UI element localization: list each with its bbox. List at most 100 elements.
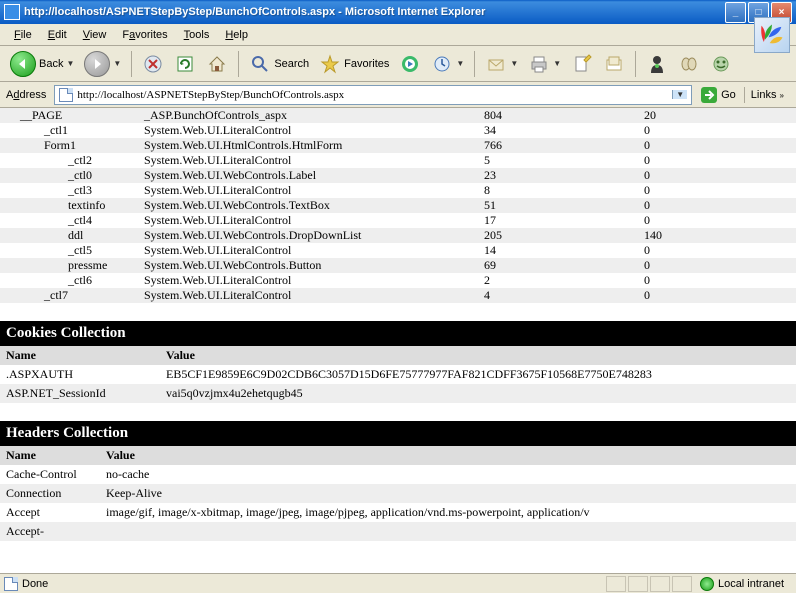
control-val-a: 17 bbox=[480, 213, 640, 228]
control-type: System.Web.UI.WebControls.Label bbox=[140, 168, 480, 183]
refresh-icon bbox=[174, 53, 196, 75]
menu-view[interactable]: View bbox=[75, 27, 115, 43]
control-name: _ctl4 bbox=[0, 213, 140, 228]
back-label: Back bbox=[39, 58, 63, 70]
control-name: _ctl3 bbox=[0, 183, 140, 198]
separator bbox=[131, 51, 132, 77]
control-name: _ctl1 bbox=[0, 123, 140, 138]
edit-button[interactable] bbox=[567, 51, 597, 77]
mail-button[interactable]: ▼ bbox=[481, 51, 522, 77]
status-panel bbox=[606, 576, 626, 592]
media-button[interactable] bbox=[395, 51, 425, 77]
control-val-a: 8 bbox=[480, 183, 640, 198]
table-row: _ctl6System.Web.UI.LiteralControl20 bbox=[0, 273, 796, 288]
menu-file[interactable]: File bbox=[6, 27, 40, 43]
status-done-label: Done bbox=[22, 578, 48, 590]
control-val-b: 20 bbox=[640, 108, 796, 123]
extra-icon bbox=[710, 53, 732, 75]
favorites-label: Favorites bbox=[344, 58, 389, 70]
control-name: _ctl5 bbox=[0, 243, 140, 258]
refresh-button[interactable] bbox=[170, 51, 200, 77]
messenger-button[interactable] bbox=[642, 51, 672, 77]
table-row: ddlSystem.Web.UI.WebControls.DropDownLis… bbox=[0, 228, 796, 243]
go-icon bbox=[700, 86, 718, 104]
separator bbox=[474, 51, 475, 77]
separator bbox=[238, 51, 239, 77]
control-val-a: 205 bbox=[480, 228, 640, 243]
table-row: pressmeSystem.Web.UI.WebControls.Button6… bbox=[0, 258, 796, 273]
back-icon bbox=[10, 51, 36, 77]
menu-help[interactable]: Help bbox=[217, 27, 256, 43]
control-val-a: 766 bbox=[480, 138, 640, 153]
cookie-name: .ASPXAUTH bbox=[0, 365, 160, 384]
control-val-a: 23 bbox=[480, 168, 640, 183]
forward-button[interactable]: ▼ bbox=[80, 49, 125, 79]
menu-edit[interactable]: Edit bbox=[40, 27, 75, 43]
minimize-button[interactable]: _ bbox=[725, 2, 746, 23]
menu-favorites[interactable]: Favorites bbox=[114, 27, 175, 43]
stop-icon bbox=[142, 53, 164, 75]
control-type: System.Web.UI.WebControls.DropDownList bbox=[140, 228, 480, 243]
throbber-icon bbox=[754, 17, 790, 53]
menu-tools[interactable]: Tools bbox=[176, 27, 218, 43]
table-row: textinfoSystem.Web.UI.WebControls.TextBo… bbox=[0, 198, 796, 213]
table-row: ASP.NET_SessionIdvai5q0vzjmx4u2ehetqugb4… bbox=[0, 384, 796, 403]
control-type: System.Web.UI.HtmlControls.HtmlForm bbox=[140, 138, 480, 153]
extra-button[interactable] bbox=[706, 51, 736, 77]
back-button[interactable]: Back ▼ bbox=[6, 49, 78, 79]
control-type: System.Web.UI.LiteralControl bbox=[140, 183, 480, 198]
table-row: Acceptimage/gif, image/x-xbitmap, image/… bbox=[0, 503, 796, 522]
status-panel bbox=[672, 576, 692, 592]
page-icon bbox=[59, 88, 73, 102]
control-type: System.Web.UI.LiteralControl bbox=[140, 123, 480, 138]
status-panel bbox=[650, 576, 670, 592]
security-zone: Local intranet bbox=[692, 577, 792, 591]
history-button[interactable]: ▼ bbox=[427, 51, 468, 77]
control-val-a: 804 bbox=[480, 108, 640, 123]
control-val-b: 0 bbox=[640, 198, 796, 213]
links-button[interactable]: Links » bbox=[744, 87, 790, 103]
favorites-button[interactable]: Favorites bbox=[315, 51, 393, 77]
control-tree-table: __PAGE_ASP.BunchOfControls_aspx80420_ctl… bbox=[0, 108, 796, 303]
content-area: __PAGE_ASP.BunchOfControls_aspx80420_ctl… bbox=[0, 108, 796, 573]
chevron-down-icon[interactable]: ▼ bbox=[672, 90, 687, 99]
header-value bbox=[100, 522, 796, 541]
page-icon bbox=[4, 577, 18, 591]
menu-bar: File Edit View Favorites Tools Help bbox=[0, 24, 796, 46]
print-icon bbox=[528, 53, 550, 75]
media-icon bbox=[399, 53, 421, 75]
control-name: _ctl7 bbox=[0, 288, 140, 303]
table-row: .ASPXAUTHEB5CF1E9859E6C9D02CDB6C3057D15D… bbox=[0, 365, 796, 384]
control-type: System.Web.UI.LiteralControl bbox=[140, 213, 480, 228]
control-type: System.Web.UI.WebControls.TextBox bbox=[140, 198, 480, 213]
control-val-b: 0 bbox=[640, 183, 796, 198]
search-icon bbox=[249, 53, 271, 75]
messenger-icon bbox=[646, 53, 668, 75]
control-val-b: 0 bbox=[640, 168, 796, 183]
research-button[interactable] bbox=[674, 51, 704, 77]
cookie-value: EB5CF1E9859E6C9D02CDB6C3057D15D6FE757779… bbox=[160, 365, 796, 384]
research-icon bbox=[678, 53, 700, 75]
cookie-name: ASP.NET_SessionId bbox=[0, 384, 160, 403]
discuss-button[interactable] bbox=[599, 51, 629, 77]
control-name: textinfo bbox=[0, 198, 140, 213]
control-name: pressme bbox=[0, 258, 140, 273]
address-bar: Address http://localhost/ASPNETStepBySte… bbox=[0, 82, 796, 108]
table-row: Accept- bbox=[0, 522, 796, 541]
home-button[interactable] bbox=[202, 51, 232, 77]
search-button[interactable]: Search bbox=[245, 51, 313, 77]
headers-name-header: Name bbox=[0, 446, 100, 465]
control-type: _ASP.BunchOfControls_aspx bbox=[140, 108, 480, 123]
table-row: _ctl2System.Web.UI.LiteralControl50 bbox=[0, 153, 796, 168]
control-type: System.Web.UI.LiteralControl bbox=[140, 273, 480, 288]
chevron-down-icon: ▼ bbox=[113, 59, 121, 68]
header-name: Connection bbox=[0, 484, 100, 503]
control-val-a: 5 bbox=[480, 153, 640, 168]
control-val-b: 0 bbox=[640, 138, 796, 153]
go-button[interactable]: Go bbox=[696, 84, 740, 106]
print-button[interactable]: ▼ bbox=[524, 51, 565, 77]
address-label: Address bbox=[6, 89, 50, 101]
stop-button[interactable] bbox=[138, 51, 168, 77]
address-input[interactable]: http://localhost/ASPNETStepByStep/BunchO… bbox=[54, 85, 692, 105]
discuss-icon bbox=[603, 53, 625, 75]
